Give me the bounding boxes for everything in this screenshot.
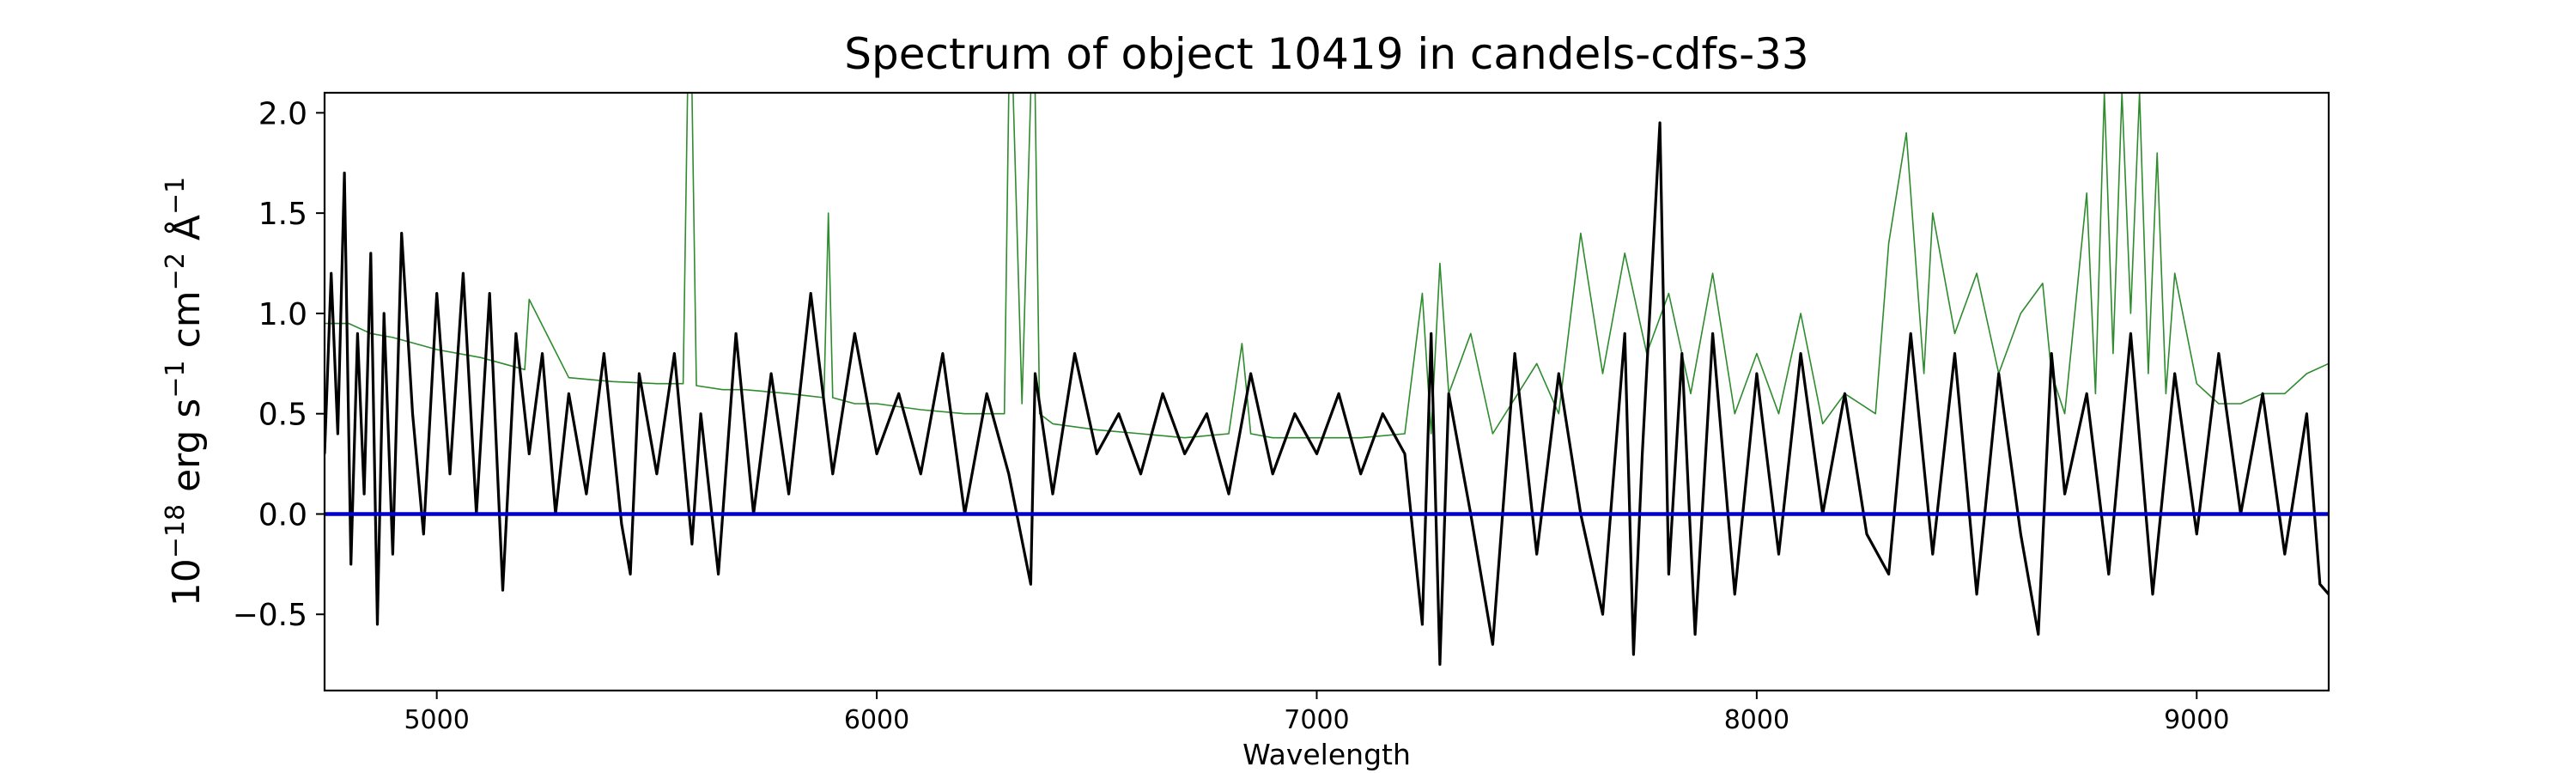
x-tick-label: 5000	[404, 705, 469, 735]
y-tick-label: 2.0	[258, 96, 307, 131]
series-layer	[325, 93, 2329, 666]
x-tick-label: 6000	[844, 705, 909, 735]
x-axis-label: Wavelength	[1242, 738, 1411, 771]
y-axis-label: 10−18 erg s−1 cm−2 Å−1	[161, 177, 209, 606]
y-tick-label: 1.5	[258, 197, 307, 232]
x-tick-label: 7000	[1284, 705, 1349, 735]
x-tick-label: 8000	[1724, 705, 1789, 735]
chart-title: Spectrum of object 10419 in candels-cdfs…	[844, 29, 1809, 79]
y-tick-label: 0.5	[258, 398, 307, 433]
y-tick-label: 0.0	[258, 497, 307, 533]
svg-text:10−18 erg s−1 cm−2 Å−1: 10−18 erg s−1 cm−2 Å−1	[161, 177, 209, 606]
series-line-sky	[325, 93, 2329, 439]
series-line-flux	[325, 121, 2329, 666]
y-tick-label: 1.0	[258, 297, 307, 332]
plot-frame	[323, 91, 2330, 692]
x-tick-label: 9000	[2164, 705, 2229, 735]
ticks-layer: 5000 6000 7000 8000 9000 −0.5 0.0 0.5 1.0 1.5 2.0	[233, 96, 2230, 735]
y-tick-label: −0.5	[233, 598, 307, 633]
